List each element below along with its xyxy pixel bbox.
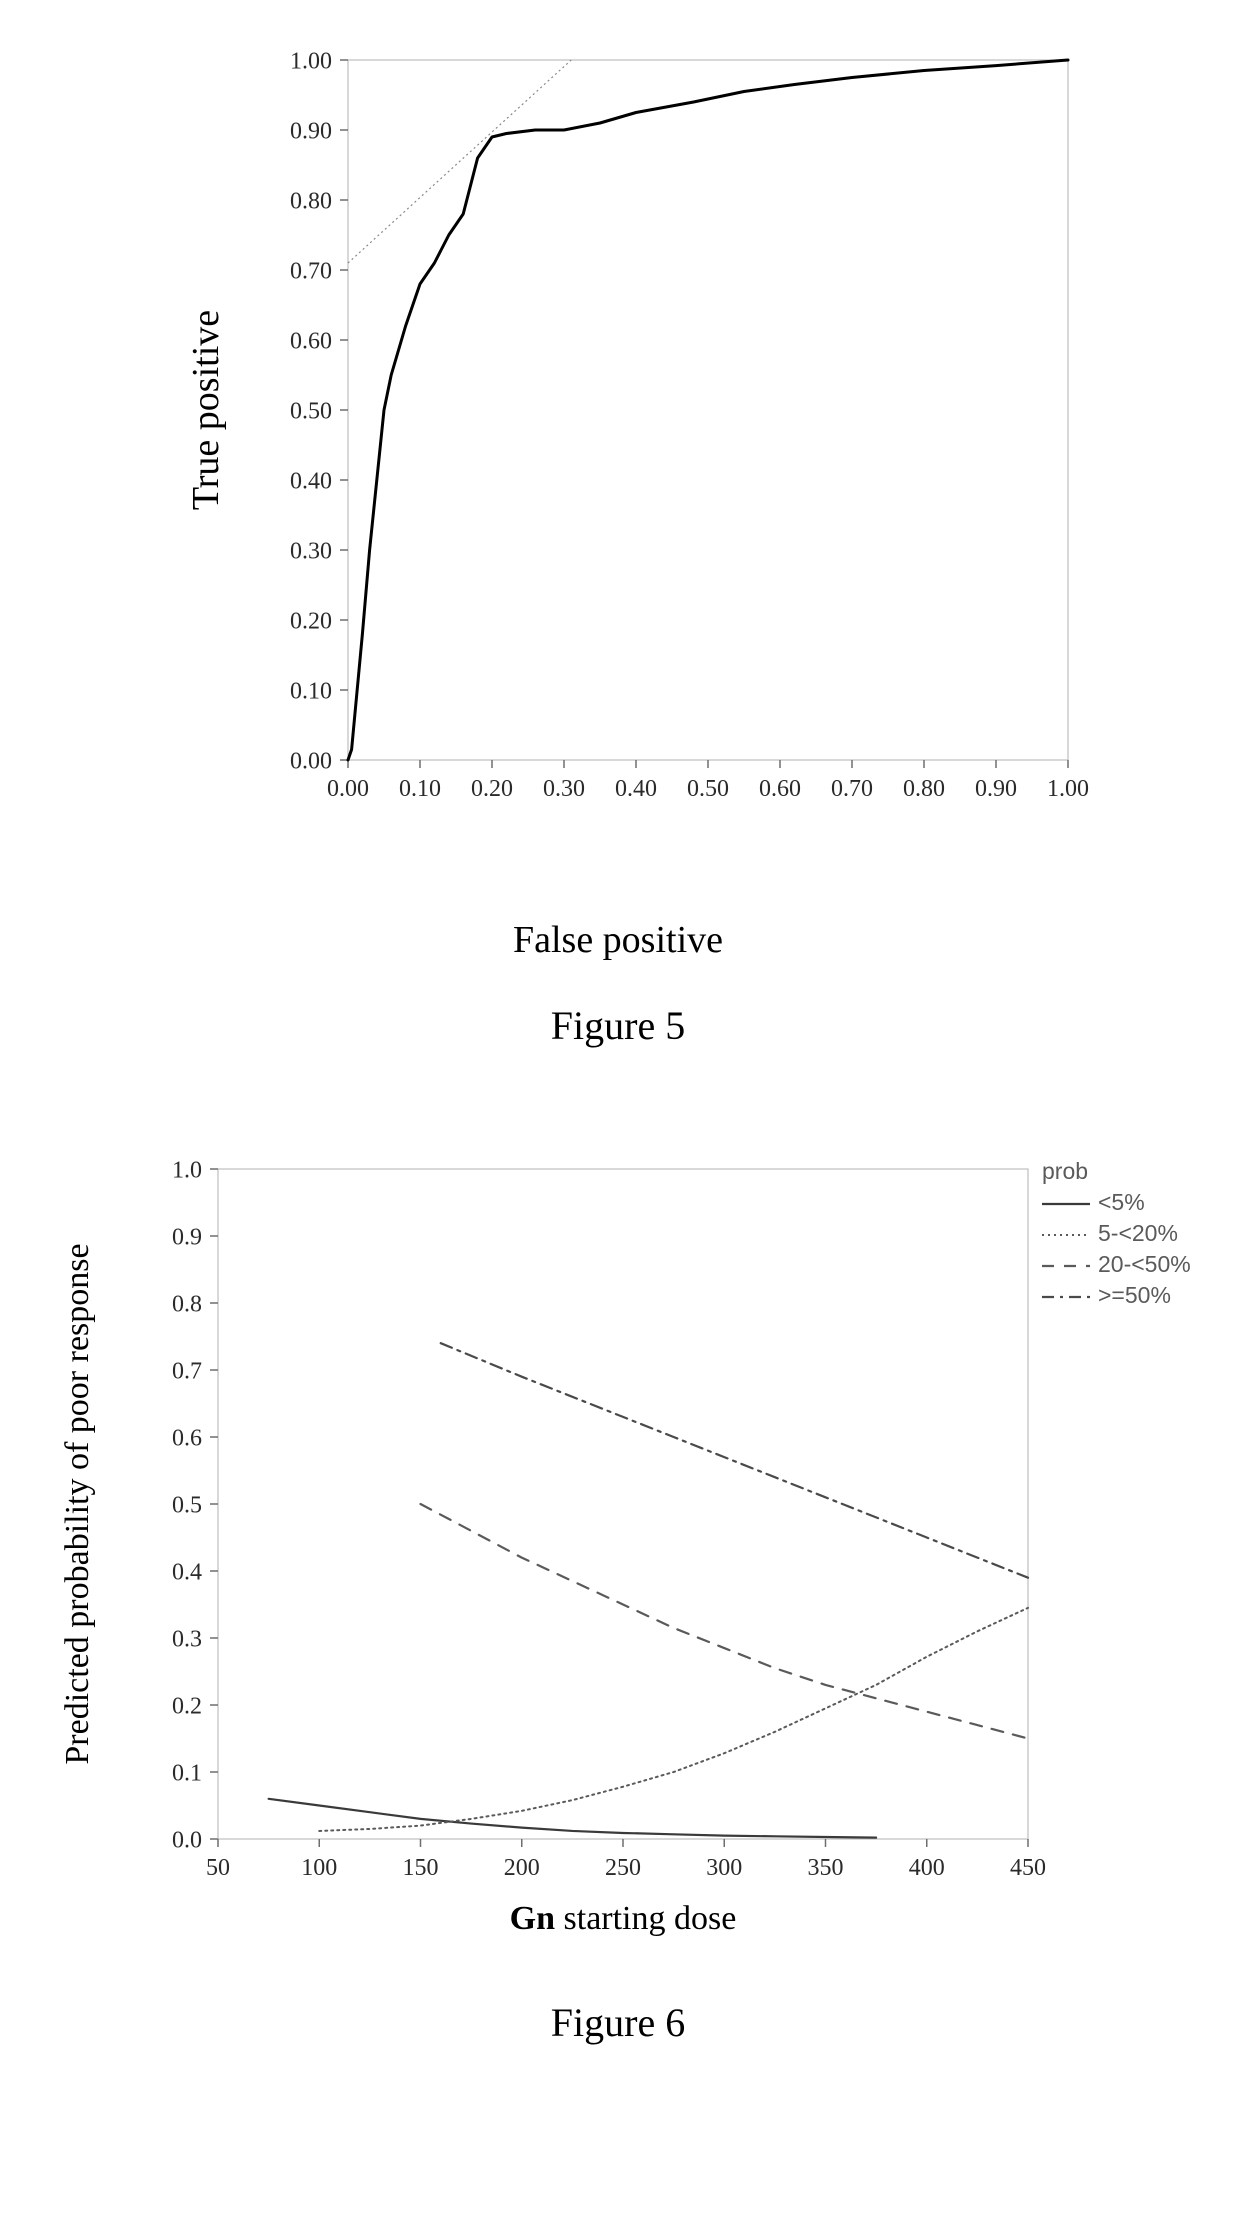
x-tick-label: 100 — [301, 1855, 337, 1881]
y-tick-label: 0.30 — [290, 538, 332, 564]
y-tick-label: 0.7 — [172, 1358, 202, 1384]
x-tick-label: 0.00 — [327, 776, 369, 802]
x-tick-label: 150 — [403, 1855, 439, 1881]
roc-chart: 0.00 0.10 0.20 0.30 0.40 0.50 0.60 0.70 0.80 0.90… — [128, 40, 1108, 900]
x-axis-label: Gn starting dose — [510, 1900, 737, 1937]
series-line — [421, 1504, 1029, 1739]
x-tick-label: 1.00 — [1047, 776, 1089, 802]
x-tick-label: 50 — [206, 1855, 230, 1881]
x-tick-label: 0.40 — [615, 776, 657, 802]
plot-frame — [218, 1169, 1028, 1839]
y-tick-label: 0.3 — [172, 1626, 202, 1652]
y-ticks: 0.00 0.10 0.20 0.30 0.40 0.50 0.60 0.70 0.80 0.90… — [290, 48, 348, 774]
legend-title: prob — [1042, 1158, 1088, 1184]
y-tick-label: 0.4 — [172, 1559, 202, 1585]
x-tick-label: 0.30 — [543, 776, 585, 802]
figure-6: 50100150200250300350400450 0.00.10.20.30… — [0, 1139, 1236, 2046]
y-ticks: 0.0 0.1 0.2 0.3 0.4 0.5 0.6 0.7 0.8 0.9 1.0 — [172, 1157, 218, 1853]
y-tick-label: 0.00 — [290, 748, 332, 774]
y-tick-label: 0.90 — [290, 118, 332, 144]
x-tick-label: 0.50 — [687, 776, 729, 802]
x-tick-label: 200 — [504, 1855, 540, 1881]
series-group — [269, 1343, 1028, 1837]
x-tick-label: 0.70 — [831, 776, 873, 802]
x-tick-label: 450 — [1010, 1855, 1046, 1881]
y-tick-label: 0.50 — [290, 398, 332, 424]
x-tick-label: 0.20 — [471, 776, 513, 802]
x-ticks: 50 100 150 200 250 300 350 400 450 — [206, 1839, 1046, 1881]
y-tick-label: 1.00 — [290, 48, 332, 74]
x-tick-label: 350 — [808, 1855, 844, 1881]
y-tick-label: 1.0 — [172, 1157, 202, 1183]
legend-label: 5-<20% — [1098, 1220, 1178, 1246]
x-tick-label: 0.90 — [975, 776, 1017, 802]
legend-label: >=50% — [1098, 1282, 1171, 1308]
y-tick-label: 0.2 — [172, 1693, 202, 1719]
x-tick-label: 250 — [605, 1855, 641, 1881]
x-ticks: 0.00 0.10 0.20 0.30 0.40 0.50 0.60 0.70 0.80 0.90… — [327, 760, 1089, 802]
x-tick-label: 300 — [706, 1855, 742, 1881]
tangent-line — [348, 60, 571, 263]
legend-label: 20-<50% — [1098, 1251, 1191, 1277]
y-axis-label: True positive — [185, 310, 227, 510]
legend-label: <5% — [1098, 1189, 1145, 1215]
y-tick-label: 0.9 — [172, 1224, 202, 1250]
y-tick-label: 0.20 — [290, 608, 332, 634]
x-tick-label: 0.80 — [903, 776, 945, 802]
y-axis-label: Predicted probability of poor response — [59, 1243, 96, 1764]
y-tick-label: 0.10 — [290, 678, 332, 704]
y-tick-label: 0.5 — [172, 1492, 202, 1518]
x-axis-label: False positive — [0, 918, 1236, 962]
y-tick-label: 0.0 — [172, 1827, 202, 1853]
x-tick-label: 0.10 — [399, 776, 441, 802]
y-tick-label: 0.40 — [290, 468, 332, 494]
series-line — [441, 1343, 1028, 1578]
x-tick-label: 0.60 — [759, 776, 801, 802]
y-tick-label: 0.1 — [172, 1760, 202, 1786]
x-tick-label: 400 — [909, 1855, 945, 1881]
figure-caption: Figure 5 — [0, 1002, 1236, 1049]
y-tick-label: 0.6 — [172, 1425, 202, 1451]
series-line — [319, 1608, 1028, 1831]
y-tick-label: 0.70 — [290, 258, 332, 284]
series-line — [269, 1799, 877, 1838]
y-tick-label: 0.8 — [172, 1291, 202, 1317]
y-tick-label: 0.80 — [290, 188, 332, 214]
figure-5: 0.00 0.10 0.20 0.30 0.40 0.50 0.60 0.70 0.80 0.90… — [0, 40, 1236, 1049]
legend: prob <5% 5-<20% 20-<50% >=50% — [1042, 1158, 1191, 1308]
probability-chart: 50100150200250300350400450 0.00.10.20.30… — [28, 1139, 1208, 1959]
y-tick-label: 0.60 — [290, 328, 332, 354]
figure-caption: Figure 6 — [0, 1999, 1236, 2046]
